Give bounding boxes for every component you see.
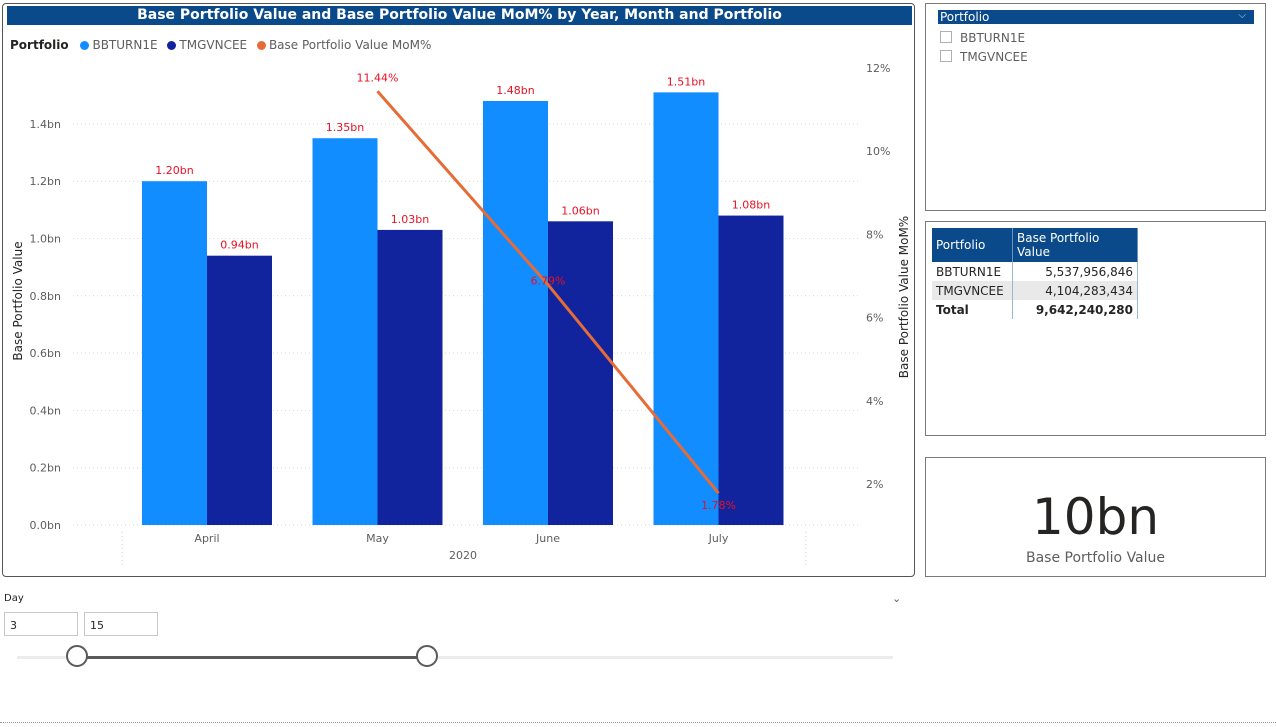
slicer-option-tmgvncee[interactable]: TMGVNCEE — [940, 50, 1028, 64]
x-tick-label: April — [194, 532, 219, 545]
bar-data-label: 1.03bn — [391, 213, 429, 226]
slicer-option-bbturn1e[interactable]: BBTURN1E — [940, 31, 1025, 45]
day-min-input[interactable]: 3 — [4, 612, 78, 636]
y-tick-label: 1.0bn — [30, 233, 61, 246]
table-total-row: Total 9,642,240,280 — [932, 300, 1138, 319]
checkbox-icon[interactable] — [940, 31, 952, 43]
day-range-slicer: Day ⌄ 3 15 — [2, 588, 912, 678]
bar-tmgvncee — [377, 229, 443, 525]
bar-data-label: 1.06bn — [561, 204, 599, 217]
bar-data-label: 1.35bn — [326, 121, 364, 134]
slicer-option-label: BBTURN1E — [960, 31, 1026, 45]
day-max-input[interactable]: 15 — [84, 612, 158, 636]
y-tick-label: 0.6bn — [30, 347, 61, 360]
chevron-down-icon[interactable]: ⌄ — [892, 592, 902, 605]
slider-max-handle[interactable] — [416, 645, 438, 667]
legend-item-bbturn1e[interactable]: BBTURN1E — [80, 38, 158, 52]
bar-bbturn1e — [312, 138, 378, 525]
line-data-label: 1.78% — [701, 499, 736, 512]
legend-item-tmgvncee[interactable]: TMGVNCEE — [167, 38, 247, 52]
bar-data-label: 1.48bn — [496, 84, 534, 97]
slider-range-fill — [77, 656, 427, 659]
checkbox-icon[interactable] — [940, 50, 952, 62]
combo-chart-visual[interactable]: Base Portfolio Value and Base Portfolio … — [2, 3, 915, 577]
portfolio-table: Portfolio Base Portfolio Value BBTURN1E … — [925, 221, 1266, 436]
legend-label: Base Portfolio Value MoM% — [268, 38, 432, 52]
y2-tick-label: 6% — [866, 312, 883, 325]
legend-label: TMGVNCEE — [179, 38, 248, 52]
slicer-title: Portfolio — [940, 10, 990, 24]
y-tick-label: 0.8bn — [30, 290, 61, 303]
table-cell: 4,104,283,434 — [1012, 281, 1138, 300]
y2-tick-label: 10% — [866, 145, 890, 158]
line-mom-series — [376, 90, 720, 495]
y2-axis-title: Base Portfolio Value MoM% — [897, 216, 911, 378]
column-header-portfolio[interactable]: Portfolio — [932, 228, 1013, 262]
legend-dot-icon — [167, 41, 177, 50]
slicer-header[interactable]: Portfolio ⌵ — [938, 10, 1254, 24]
bar-data-label: 0.94bn — [220, 239, 258, 252]
table-cell: TMGVNCEE — [932, 281, 1013, 300]
bar-data-label: 1.08bn — [732, 199, 770, 212]
bar-tmgvncee — [718, 215, 784, 525]
y2-tick-label: 8% — [866, 228, 883, 241]
slider-min-handle[interactable] — [66, 645, 88, 667]
legend-title: Portfolio — [10, 38, 69, 52]
portfolio-slicer: Portfolio ⌵ BBTURN1E TMGVNCEE — [925, 3, 1266, 211]
bar-bbturn1e — [483, 100, 548, 525]
day-slicer-label: Day — [4, 593, 24, 604]
x-group-label: 2020 — [449, 549, 477, 562]
table-row[interactable]: TMGVNCEE 4,104,283,434 — [932, 281, 1138, 300]
x-tick-label: June — [535, 532, 560, 545]
y-tick-label: 1.2bn — [30, 175, 61, 188]
y-tick-label: 0.4bn — [30, 404, 61, 417]
legend-item-mom[interactable]: Base Portfolio Value MoM% — [256, 38, 432, 52]
bar-data-label: 1.20bn — [155, 164, 193, 177]
chevron-down-icon[interactable]: ⌵ — [1238, 10, 1246, 21]
column-header-value[interactable]: Base Portfolio Value — [1012, 228, 1138, 262]
legend-dot-icon — [256, 41, 266, 50]
table-row[interactable]: BBTURN1E 5,537,956,846 — [932, 262, 1138, 281]
chart-plot: 0.0bn 0.2bn 0.4bn 0.6bn 0.8bn 1.0bn 1.2bn 1.4bn… — [11, 62, 911, 566]
y2-tick-label: 12% — [866, 62, 890, 75]
chart-title: Base Portfolio Value and Base Portfolio … — [7, 6, 912, 25]
chart-legend: Portfolio BBTURN1E TMGVNCEE Base Portfol… — [10, 38, 437, 52]
line-data-label: 6.79% — [531, 275, 566, 288]
data-table: Portfolio Base Portfolio Value BBTURN1E … — [932, 228, 1138, 319]
y-axis-title: Base Portfolio Value — [11, 241, 25, 360]
x-tick-label: July — [708, 532, 729, 545]
y-tick-label: 0.0bn — [30, 519, 61, 532]
y2-tick-label: 2% — [866, 478, 883, 491]
kpi-value: 10bn — [1031, 488, 1160, 546]
table-cell: Total — [932, 300, 1013, 319]
page-divider — [0, 722, 1276, 723]
bar-bbturn1e — [142, 181, 207, 525]
y-tick-label: 0.2bn — [30, 462, 61, 475]
y-tick-label: 1.4bn — [30, 118, 61, 131]
legend-dot-icon — [80, 41, 90, 50]
slider-track[interactable] — [17, 656, 893, 659]
bar-tmgvncee — [207, 255, 272, 525]
kpi-card: 10bn Base Portfolio Value — [925, 457, 1266, 577]
kpi-label: Base Portfolio Value — [1025, 550, 1166, 566]
bar-data-label: 1.51bn — [667, 75, 705, 88]
legend-label: BBTURN1E — [92, 38, 158, 52]
x-tick-label: May — [366, 532, 389, 545]
bar-tmgvncee — [548, 221, 613, 525]
bar-bbturn1e — [653, 92, 719, 525]
table-cell: 9,642,240,280 — [1012, 300, 1138, 319]
y2-tick-label: 4% — [866, 395, 883, 408]
slicer-option-label: TMGVNCEE — [960, 50, 1028, 64]
table-cell: BBTURN1E — [932, 262, 1013, 281]
line-data-label: 11.44% — [357, 71, 399, 84]
table-cell: 5,537,956,846 — [1012, 262, 1138, 281]
